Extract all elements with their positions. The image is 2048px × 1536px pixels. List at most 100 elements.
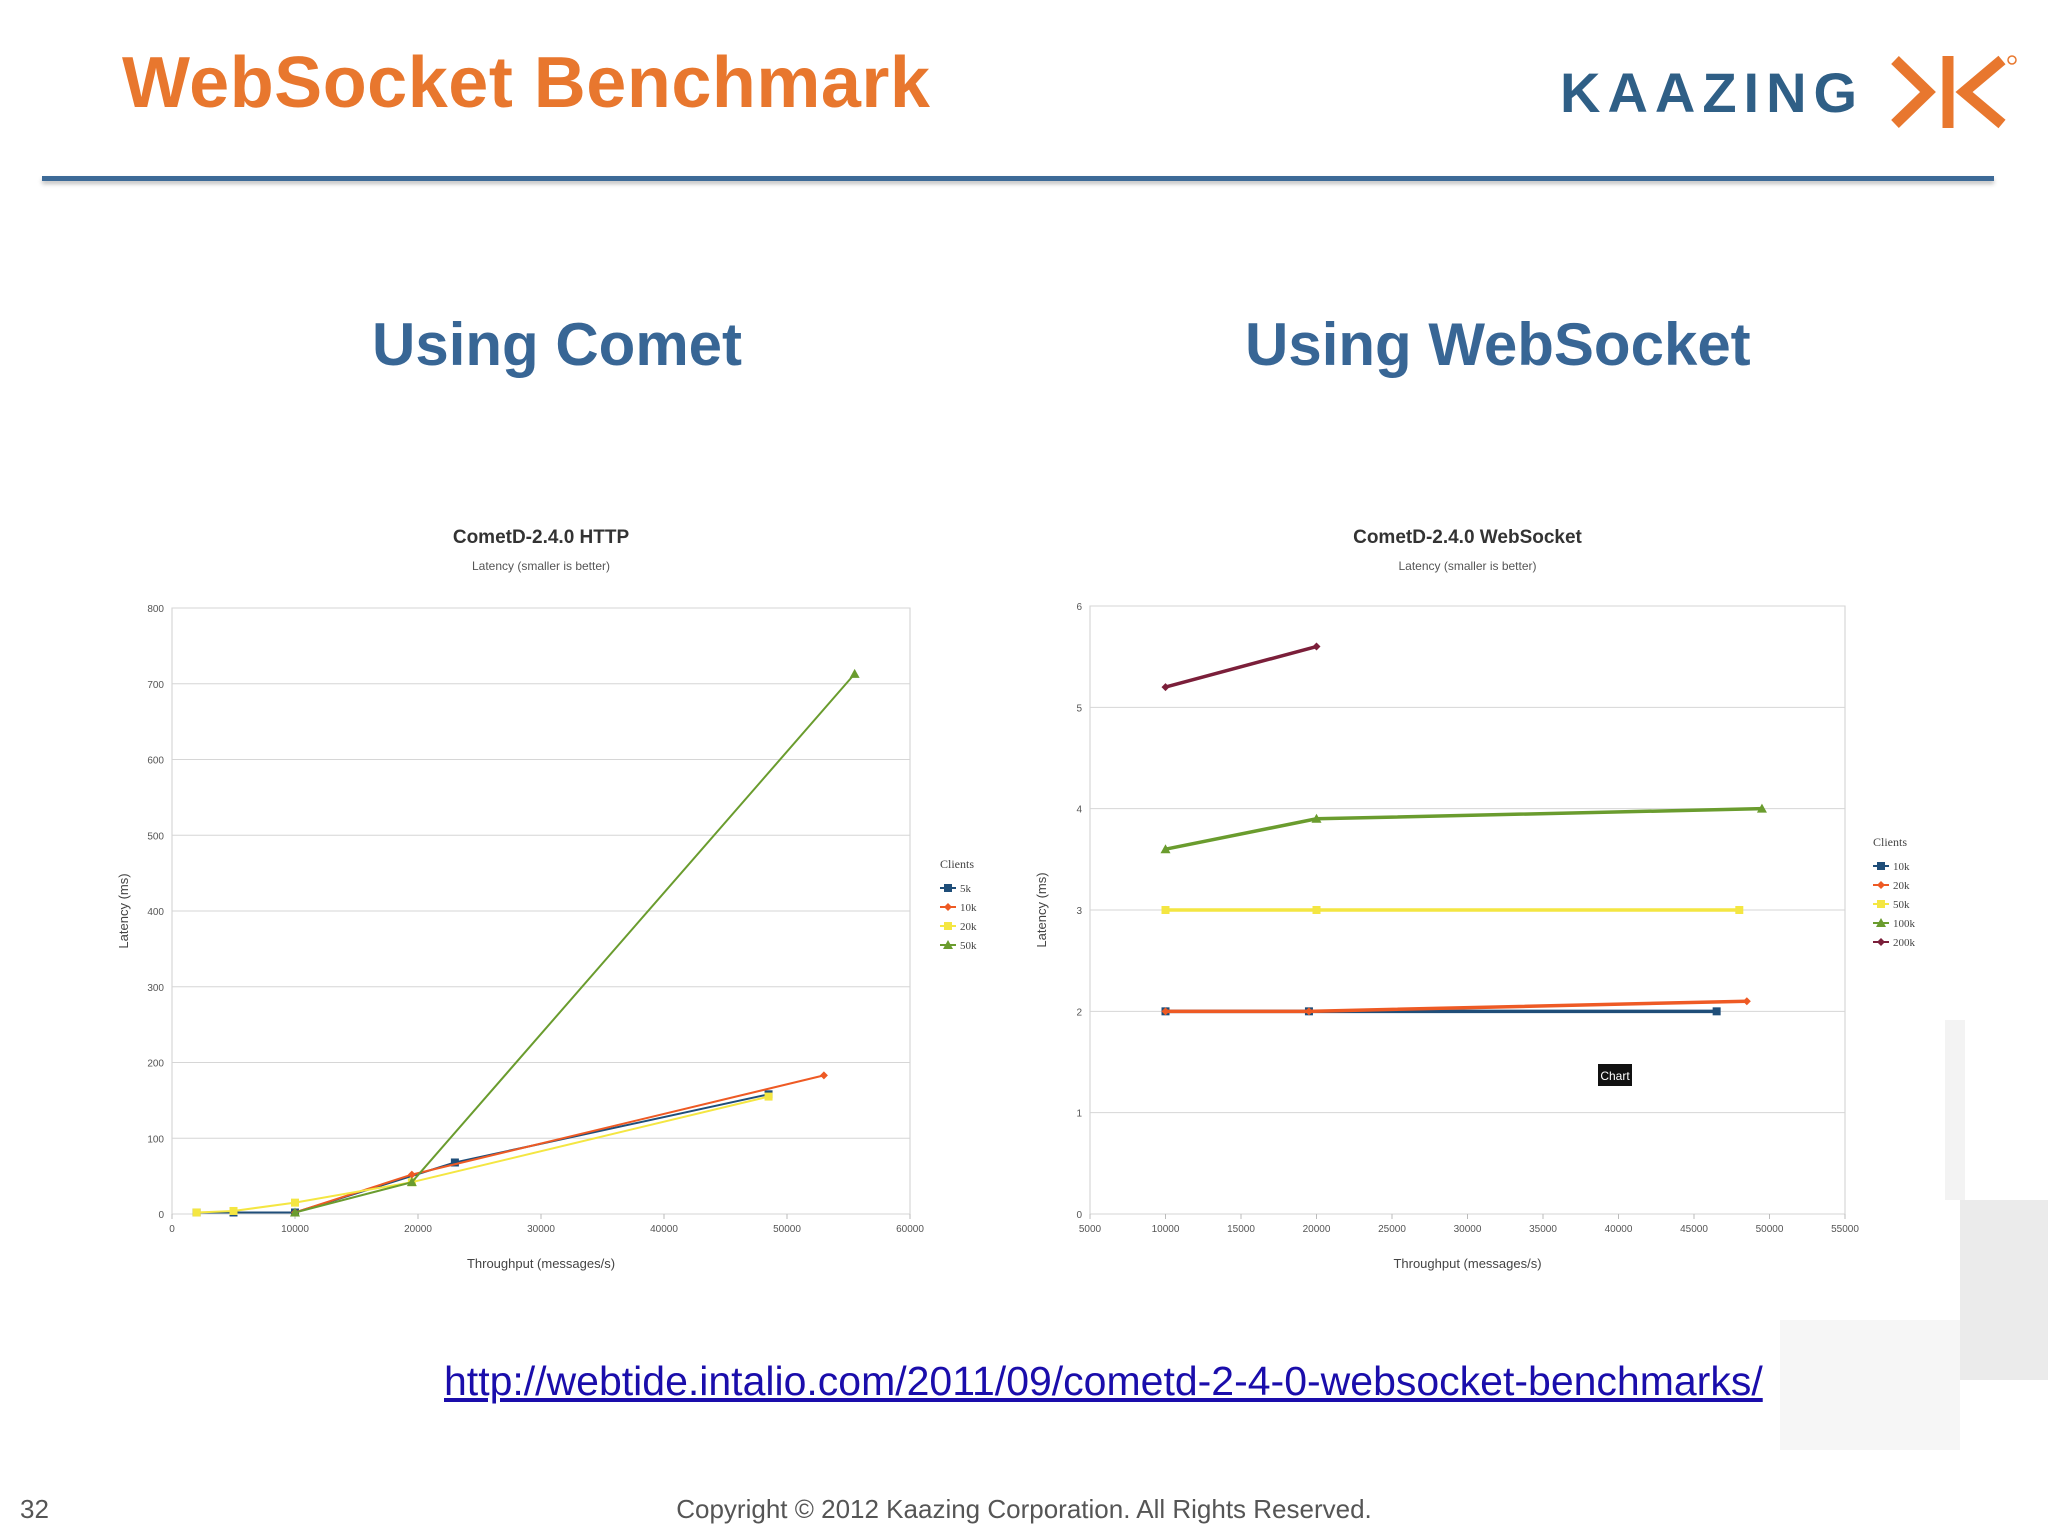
legend-label: 50k [1893, 899, 1910, 911]
x-tick-label: 25000 [1378, 1224, 1406, 1235]
tooltip-text: Chart [1600, 1069, 1630, 1083]
legend-item: 100k [1873, 918, 1916, 930]
y-axis-label: Latency (ms) [1034, 872, 1049, 947]
legend-marker [1877, 938, 1885, 946]
slide-title: WebSocket Benchmark [122, 43, 931, 123]
legend-label: 100k [1893, 918, 1916, 930]
x-tick-label: 5000 [1079, 1224, 1102, 1235]
data-point [1742, 997, 1751, 1006]
data-point [764, 1092, 773, 1101]
series-line [1165, 644, 1317, 689]
logo-wordmark: KAAZING [1560, 61, 1865, 124]
legend-item: 50k [940, 940, 977, 952]
y-tick-label: 800 [147, 604, 164, 615]
y-tick-label: 2 [1076, 1007, 1082, 1018]
y-tick-label: 500 [147, 831, 164, 842]
legend-marker [944, 922, 952, 930]
chart-tooltip: Chart [1598, 1064, 1632, 1086]
x-tick-label: 50000 [1756, 1224, 1784, 1235]
chart-subtitle: Latency (smaller is better) [472, 559, 610, 573]
legend-marker [1877, 900, 1885, 908]
y-tick-label: 600 [147, 756, 164, 767]
tooltip-box [1598, 1064, 1632, 1086]
legend-item: 10k [940, 902, 977, 914]
data-point [1161, 906, 1170, 914]
x-tick-label: 30000 [527, 1224, 555, 1235]
page-number: 32 [20, 1494, 49, 1524]
x-tick-label: 35000 [1529, 1224, 1557, 1235]
x-axis-label: Throughput (messages/s) [467, 1256, 615, 1271]
x-tick-label: 40000 [1605, 1224, 1633, 1235]
right-heading: Using WebSocket [1245, 311, 1751, 378]
data-point [450, 1158, 459, 1167]
data-point [1311, 813, 1322, 823]
x-tick-label: 0 [169, 1224, 175, 1235]
series-20k [1161, 997, 1751, 1016]
x-tick-label: 15000 [1227, 1224, 1255, 1235]
x-tick-label: 10000 [1152, 1224, 1180, 1235]
legend-title: Clients [940, 857, 974, 871]
legend-label: 10k [1893, 861, 1910, 873]
chart-title: CometD-2.4.0 HTTP [453, 527, 630, 548]
legend-label: 20k [1893, 880, 1910, 892]
chart-title: CometD-2.4.0 WebSocket [1353, 527, 1582, 548]
legend-marker [1877, 862, 1885, 870]
legend-label: 50k [960, 940, 977, 952]
data-point [406, 1177, 417, 1187]
data-point [1161, 683, 1170, 692]
left-heading: Using Comet [372, 311, 743, 378]
y-tick-label: 6 [1076, 602, 1082, 613]
benchmark-link[interactable]: http://webtide.intalio.com/2011/09/comet… [444, 1358, 1763, 1404]
legend-item: 200k [1873, 937, 1916, 949]
legend-label: 5k [960, 883, 972, 895]
title-divider [42, 176, 1994, 181]
series-50k [290, 668, 860, 1217]
y-tick-label: 400 [147, 907, 164, 918]
data-point [192, 1208, 201, 1217]
legend-label: 10k [960, 902, 977, 914]
x-tick-label: 45000 [1680, 1224, 1708, 1235]
decor-square [1780, 1320, 1960, 1450]
x-tick-label: 30000 [1454, 1224, 1482, 1235]
kaazing-logo: KAAZING [1560, 52, 2020, 132]
y-tick-label: 5 [1076, 703, 1082, 714]
y-tick-label: 700 [147, 680, 164, 691]
data-point [1312, 906, 1321, 914]
data-point [819, 1071, 828, 1080]
legend-marker [944, 884, 952, 892]
kaazing-k-mark-icon [1891, 55, 2017, 129]
data-point [1304, 1007, 1313, 1016]
x-tick-label: 50000 [773, 1224, 801, 1235]
legend-marker [1876, 918, 1886, 927]
legend-item: 20k [940, 921, 977, 933]
x-tick-label: 40000 [650, 1224, 678, 1235]
x-tick-label: 20000 [404, 1224, 432, 1235]
y-tick-label: 1 [1076, 1109, 1082, 1120]
legend-item: 20k [1873, 880, 1910, 892]
data-point [1712, 1007, 1721, 1016]
legend-label: 20k [960, 921, 977, 933]
series-50k [1161, 906, 1744, 914]
y-tick-label: 3 [1076, 906, 1082, 917]
y-tick-label: 4 [1076, 805, 1082, 816]
legend-item: 10k [1873, 861, 1910, 873]
copyright: Copyright © 2012 Kaazing Corporation. Al… [676, 1494, 1372, 1524]
data-point [849, 668, 860, 678]
legend-label: 200k [1893, 937, 1916, 949]
data-point [407, 1170, 416, 1179]
legend-title: Clients [1873, 835, 1907, 849]
y-tick-label: 0 [158, 1210, 164, 1221]
data-point [1756, 803, 1767, 813]
data-point [291, 1198, 299, 1207]
legend-item: 5k [940, 883, 972, 895]
y-tick-label: 200 [147, 1059, 164, 1070]
x-tick-label: 10000 [281, 1224, 309, 1235]
series-200k [1161, 642, 1321, 692]
y-tick-label: 0 [1076, 1210, 1082, 1221]
legend-marker [943, 940, 953, 949]
x-tick-label: 60000 [896, 1224, 924, 1235]
data-point [1735, 906, 1744, 914]
decor-square [1960, 1200, 2048, 1380]
chart-websocket: CometD-2.4.0 WebSocket Latency (smaller i… [1034, 527, 1916, 1271]
data-point [290, 1207, 300, 1217]
